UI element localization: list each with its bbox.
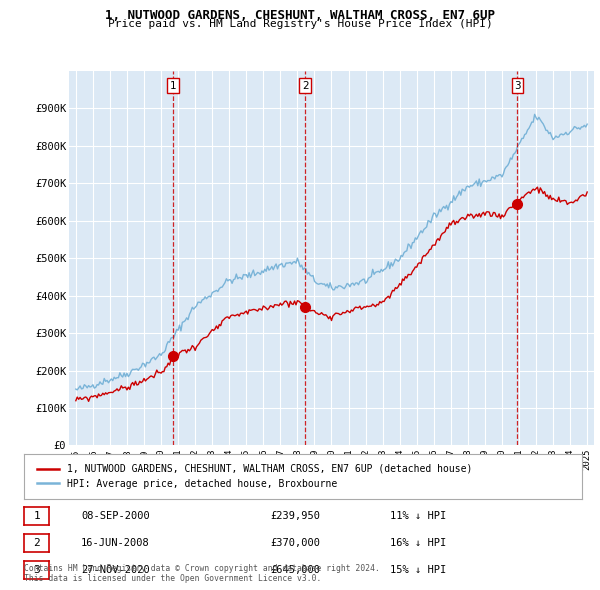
Legend: 1, NUTWOOD GARDENS, CHESHUNT, WALTHAM CROSS, EN7 6UP (detached house), HPI: Aver: 1, NUTWOOD GARDENS, CHESHUNT, WALTHAM CR… <box>34 461 475 492</box>
Text: 2: 2 <box>302 81 308 91</box>
Text: 11% ↓ HPI: 11% ↓ HPI <box>390 511 446 520</box>
Text: Price paid vs. HM Land Registry's House Price Index (HPI): Price paid vs. HM Land Registry's House … <box>107 19 493 30</box>
Text: 16% ↓ HPI: 16% ↓ HPI <box>390 538 446 548</box>
Text: 1: 1 <box>33 511 40 520</box>
Text: 2: 2 <box>33 538 40 548</box>
Text: 3: 3 <box>514 81 521 91</box>
Text: £239,950: £239,950 <box>270 511 320 520</box>
Text: 1, NUTWOOD GARDENS, CHESHUNT, WALTHAM CROSS, EN7 6UP: 1, NUTWOOD GARDENS, CHESHUNT, WALTHAM CR… <box>105 9 495 22</box>
Text: £645,000: £645,000 <box>270 565 320 575</box>
Text: Contains HM Land Registry data © Crown copyright and database right 2024.
This d: Contains HM Land Registry data © Crown c… <box>24 563 380 583</box>
Text: 1: 1 <box>169 81 176 91</box>
Text: 08-SEP-2000: 08-SEP-2000 <box>81 511 150 520</box>
Text: 27-NOV-2020: 27-NOV-2020 <box>81 565 150 575</box>
Text: 15% ↓ HPI: 15% ↓ HPI <box>390 565 446 575</box>
Text: 3: 3 <box>33 565 40 575</box>
Text: £370,000: £370,000 <box>270 538 320 548</box>
Text: 16-JUN-2008: 16-JUN-2008 <box>81 538 150 548</box>
